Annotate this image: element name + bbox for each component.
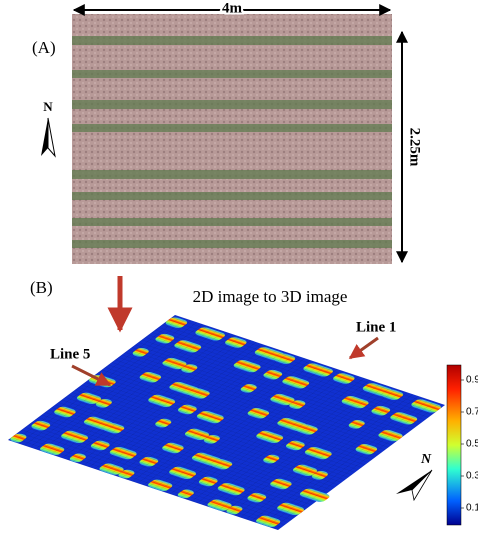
north-arrow-b — [396, 470, 432, 494]
north-arrow — [47, 117, 56, 158]
colorbar-tick-label: 0.3 — [466, 471, 478, 482]
line-5-arrow — [71, 364, 112, 387]
field-photo — [72, 14, 392, 264]
line-1-arrow — [348, 336, 379, 360]
colorbar-tick-label: 0.9 — [466, 375, 478, 386]
north-label-b: N — [420, 452, 432, 467]
colorbar-tick-label: 0.7 — [466, 407, 478, 418]
line-5-label: Line 5 — [50, 346, 90, 362]
width-label: 4m — [222, 0, 243, 16]
panel-b-title: 2D image to 3D image — [193, 287, 348, 306]
panel-b-label: (B) — [30, 278, 53, 297]
colorbar — [446, 364, 462, 526]
north-arrow-b-light — [411, 469, 433, 502]
north-label: N — [43, 99, 53, 114]
colorbar-tick-label: 0.5 — [466, 439, 478, 450]
surface-plot — [8, 315, 446, 531]
colorbar-tick-label: 0.1 — [466, 503, 478, 514]
line-1-label: Line 1 — [356, 319, 396, 335]
north-arrow-dark — [41, 118, 48, 156]
panel-a-label: (A) — [32, 38, 56, 57]
height-label: 2.25m — [407, 128, 423, 167]
